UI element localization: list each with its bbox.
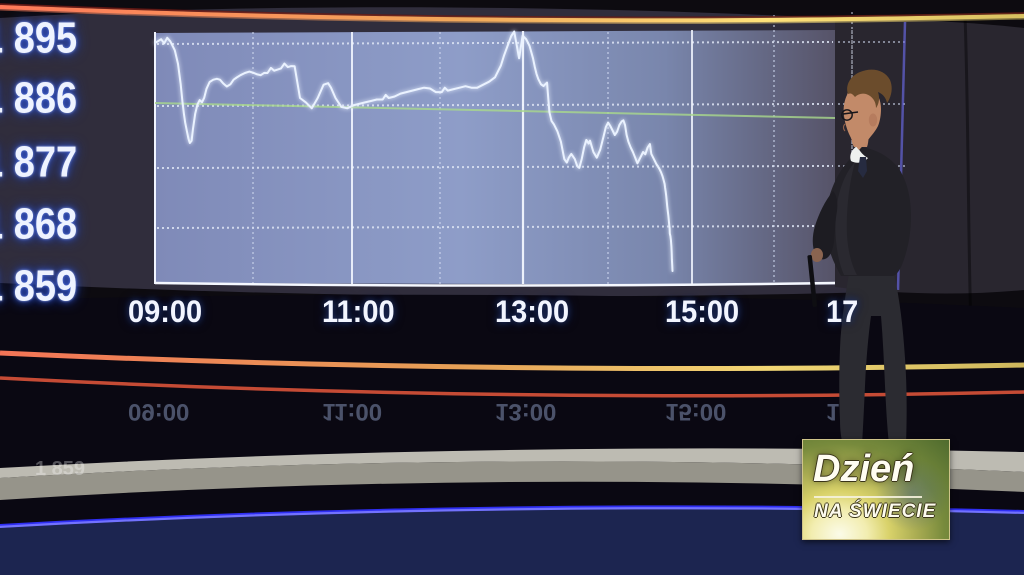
svg-text:15:00: 15:00	[665, 398, 726, 425]
svg-text:09:00: 09:00	[128, 398, 189, 425]
svg-text:1 859: 1 859	[35, 458, 85, 480]
svg-text:11:00: 11:00	[322, 398, 382, 425]
svg-text:13:00: 13:00	[495, 398, 556, 425]
